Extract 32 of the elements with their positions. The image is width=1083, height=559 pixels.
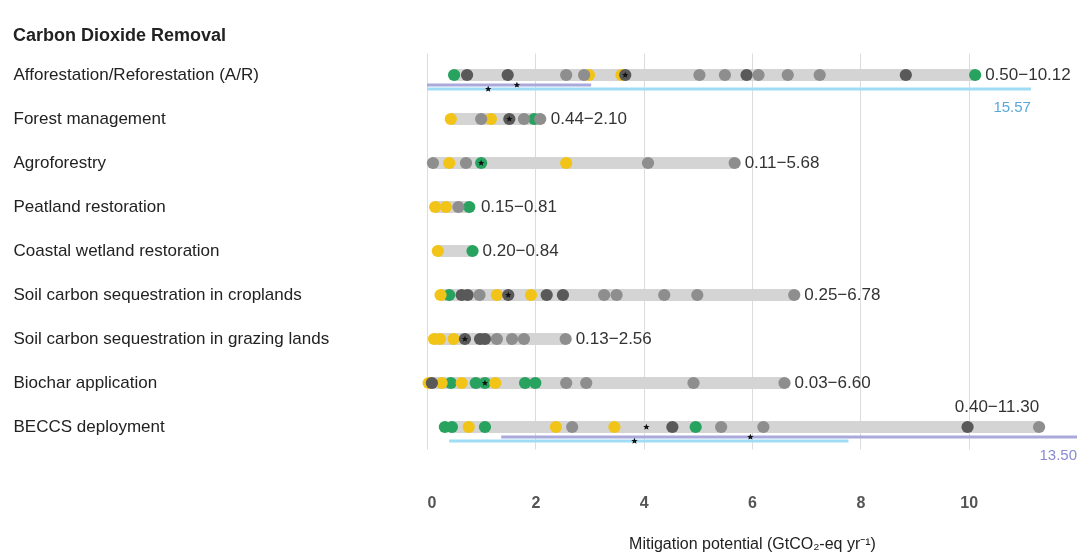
y-tick-label: Soil carbon sequestration in grazing lands bbox=[13, 329, 330, 348]
annotation: 0.03−6.60 bbox=[794, 373, 871, 392]
x-tick-label: 4 bbox=[639, 493, 649, 511]
x-tick-label: 6 bbox=[748, 493, 758, 511]
bar bbox=[449, 439, 849, 443]
x-axis-title: Mitigation potential (GtCO₂-eq yr⁻¹) bbox=[629, 534, 876, 552]
annotation: 0.50−10.12 bbox=[985, 65, 1071, 84]
y-tick-label: Peatland restoration bbox=[13, 197, 166, 216]
y-tick-label: BECCS deployment bbox=[13, 417, 165, 436]
x-tick-label: 2 bbox=[531, 493, 541, 511]
bar bbox=[501, 435, 1077, 439]
x-tick-label: 8 bbox=[856, 493, 866, 511]
y-tick-label: Agroforestry bbox=[13, 153, 107, 172]
x-tick-label: 0 bbox=[427, 493, 437, 511]
bar bbox=[427, 83, 592, 87]
y-tick-label: Soil carbon sequestration in croplands bbox=[13, 285, 302, 304]
annotation: 0.15−0.81 bbox=[480, 197, 557, 216]
annotation: 0.13−2.56 bbox=[575, 329, 652, 348]
annotation: 0.40−11.30 bbox=[954, 397, 1040, 416]
text: Carbon Dioxide Removal bbox=[13, 25, 227, 45]
annotation: 0.25−6.78 bbox=[804, 285, 881, 304]
bar bbox=[427, 87, 1031, 91]
y-tick-label: Biochar application bbox=[13, 373, 158, 392]
annotation: 13.50 bbox=[1039, 446, 1077, 463]
y-tick-label: Coastal wetland restoration bbox=[13, 241, 220, 260]
x-tick-label: 10 bbox=[960, 493, 979, 511]
annotation: 0.20−0.84 bbox=[482, 241, 559, 260]
annotation: 0.44−2.10 bbox=[550, 109, 627, 128]
annotation: 15.57 bbox=[993, 98, 1031, 115]
y-tick-label: Forest management bbox=[13, 109, 166, 128]
annotation: 0.11−5.68 bbox=[744, 153, 820, 172]
y-tick-label: Afforestation/Reforestation (A/R) bbox=[13, 65, 259, 84]
